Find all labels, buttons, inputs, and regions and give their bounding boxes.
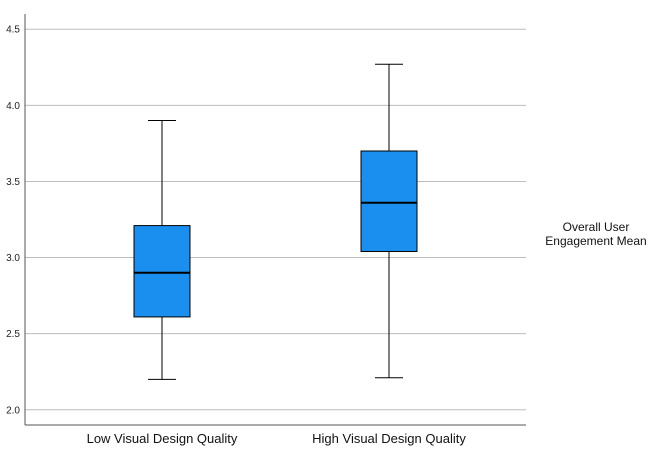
y-tick-label: 2.0 xyxy=(6,405,20,416)
y-tick-labels: 2.0 2.5 3.0 3.5 4.0 4.5 xyxy=(6,25,20,417)
gridlines xyxy=(25,28,526,411)
y-tick-label: 4.0 xyxy=(6,101,20,112)
y-tick-label: 3.0 xyxy=(6,253,20,264)
box-group xyxy=(133,120,191,380)
legend-line-2: Engagement Mean xyxy=(545,234,646,248)
box-group xyxy=(360,63,418,379)
category-label: High Visual Design Quality xyxy=(312,431,466,446)
iqr-box xyxy=(133,225,191,318)
y-tick-label: 3.5 xyxy=(6,177,20,188)
boxes xyxy=(133,63,418,380)
iqr-box xyxy=(360,150,418,252)
y-tick-label: 2.5 xyxy=(6,329,20,340)
y-tick-label: 4.5 xyxy=(6,25,20,36)
axes xyxy=(24,14,526,426)
category-labels: Low Visual Design Quality High Visual Des… xyxy=(87,431,467,446)
category-label: Low Visual Design Quality xyxy=(87,431,238,446)
legend: Overall User Engagement Mean xyxy=(545,220,646,248)
legend-line-1: Overall User xyxy=(563,220,630,234)
